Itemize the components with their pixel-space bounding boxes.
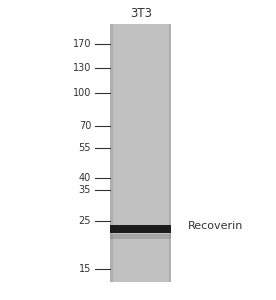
Text: 100: 100	[73, 88, 91, 98]
Text: 70: 70	[79, 121, 91, 131]
Text: Recoverin: Recoverin	[188, 221, 243, 231]
FancyBboxPatch shape	[110, 24, 171, 282]
Text: 130: 130	[73, 64, 91, 74]
Text: 25: 25	[79, 216, 91, 226]
Text: 55: 55	[79, 143, 91, 153]
Text: 3T3: 3T3	[130, 7, 152, 20]
Text: 40: 40	[79, 173, 91, 183]
Bar	[110, 225, 171, 233]
Bar	[169, 24, 171, 282]
Bar	[110, 24, 113, 282]
Text: 15: 15	[79, 264, 91, 274]
Text: 35: 35	[79, 185, 91, 195]
Text: 170: 170	[73, 39, 91, 49]
Bar	[110, 234, 171, 239]
